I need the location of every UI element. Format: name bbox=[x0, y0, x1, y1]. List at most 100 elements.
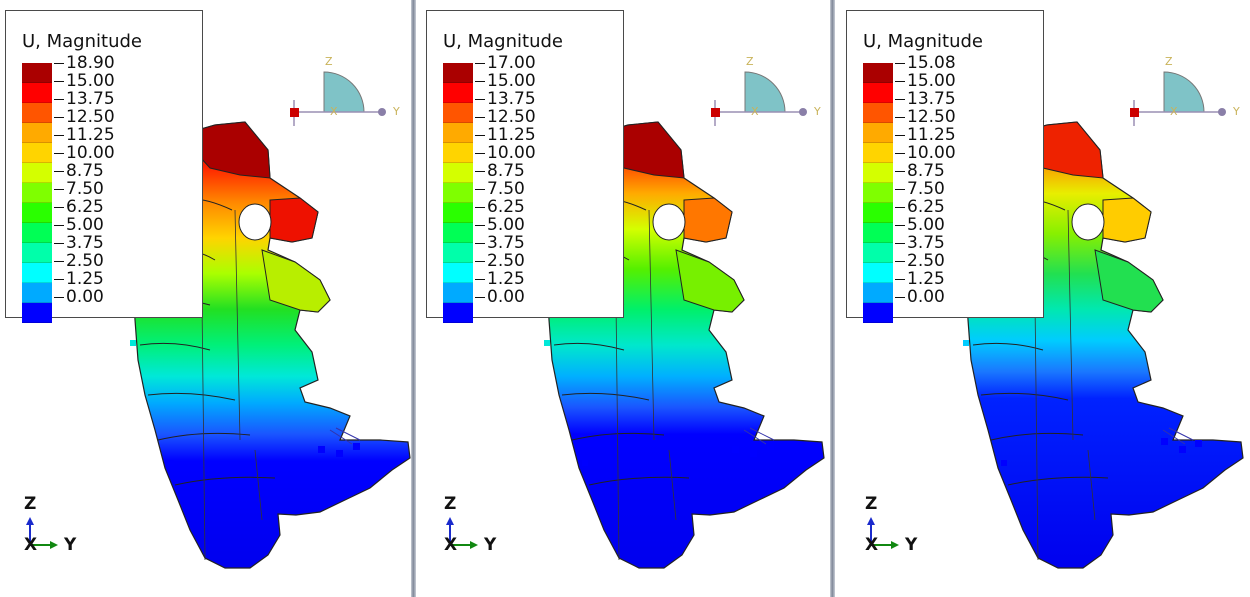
csys-y-label: Y bbox=[905, 535, 918, 555]
legend-color-bar bbox=[863, 63, 893, 323]
legend-value: 6.25 bbox=[895, 197, 945, 217]
legend-swatch bbox=[863, 303, 893, 323]
legend-2: U, Magnitude 17.00 15.00 13.75 bbox=[426, 10, 624, 323]
legend-swatch bbox=[22, 223, 52, 243]
legend-value: 11.25 bbox=[475, 125, 536, 145]
legend-swatch bbox=[443, 223, 473, 243]
legend-value: 2.50 bbox=[895, 251, 945, 271]
legend-swatch bbox=[863, 203, 893, 223]
legend-value: 8.75 bbox=[895, 161, 945, 181]
legend-swatch bbox=[863, 223, 893, 243]
csys-z-label: Z bbox=[865, 494, 878, 514]
csys-x-label: X bbox=[24, 535, 38, 555]
legend-swatch bbox=[22, 183, 52, 203]
viewport-divider[interactable] bbox=[411, 0, 416, 597]
legend-swatch bbox=[22, 163, 52, 183]
legend-swatch bbox=[443, 83, 473, 103]
legend-value: 7.50 bbox=[475, 179, 525, 199]
legend-swatch bbox=[22, 303, 52, 323]
legend-value: 6.25 bbox=[475, 197, 525, 217]
legend-value: 1.25 bbox=[475, 269, 525, 289]
legend-swatch bbox=[443, 183, 473, 203]
legend-swatch bbox=[863, 163, 893, 183]
legend-value: 12.50 bbox=[895, 107, 956, 127]
legend-3: U, Magnitude 15.08 15.00 13.75 bbox=[846, 10, 1044, 323]
legend-swatch bbox=[443, 203, 473, 223]
legend-value: 0.00 bbox=[54, 287, 104, 307]
legend-value: 6.25 bbox=[54, 197, 104, 217]
legend-value: 13.75 bbox=[54, 89, 115, 109]
legend-swatch bbox=[22, 263, 52, 283]
triad-z-label: Z bbox=[746, 55, 754, 68]
triad-x-label: X bbox=[1170, 105, 1178, 118]
viewport-3: U, Magnitude 15.08 15.00 13.75 bbox=[835, 0, 1250, 597]
legend-title: U, Magnitude bbox=[443, 31, 563, 52]
boundary-triad-icon bbox=[711, 71, 807, 126]
csys-x-label: X bbox=[865, 535, 879, 555]
legend-value: 1.25 bbox=[895, 269, 945, 289]
coordinate-axes-icon bbox=[867, 517, 899, 549]
legend-color-bar bbox=[22, 63, 52, 323]
legend-value: 15.08 bbox=[895, 53, 956, 73]
legend-value: 0.00 bbox=[895, 287, 945, 307]
legend-value: 1.25 bbox=[54, 269, 104, 289]
legend-swatch bbox=[863, 103, 893, 123]
legend-value: 5.00 bbox=[895, 215, 945, 235]
legend-value: 15.00 bbox=[475, 71, 536, 91]
legend-swatch bbox=[443, 283, 473, 303]
legend-value: 13.75 bbox=[475, 89, 536, 109]
legend-swatch bbox=[22, 203, 52, 223]
legend-swatch bbox=[863, 83, 893, 103]
legend-swatch bbox=[22, 243, 52, 263]
csys-z-label: Z bbox=[444, 494, 457, 514]
legend-value: 0.00 bbox=[475, 287, 525, 307]
legend-swatch bbox=[22, 143, 52, 163]
viewport-divider[interactable] bbox=[830, 0, 835, 597]
legend-swatch bbox=[443, 163, 473, 183]
legend-swatch bbox=[443, 303, 473, 323]
viewport-2: U, Magnitude 17.00 15.00 13.75 bbox=[416, 0, 830, 597]
legend-swatch bbox=[443, 103, 473, 123]
legend-swatch bbox=[22, 83, 52, 103]
legend-swatch bbox=[863, 143, 893, 163]
legend-swatch bbox=[443, 123, 473, 143]
legend-value: 10.00 bbox=[475, 143, 536, 163]
legend-value: 7.50 bbox=[895, 179, 945, 199]
triad-x-label: X bbox=[330, 105, 338, 118]
legend-swatch bbox=[443, 63, 473, 83]
legend-value: 2.50 bbox=[54, 251, 104, 271]
legend-swatch bbox=[22, 63, 52, 83]
triad-x-label: X bbox=[751, 105, 759, 118]
viewport-1: U, Magnitude 18.90 15.00 13.75 bbox=[0, 0, 411, 597]
legend-value: 10.00 bbox=[895, 143, 956, 163]
triad-z-label: Z bbox=[1165, 55, 1173, 68]
legend-swatch bbox=[443, 143, 473, 163]
legend-value: 11.25 bbox=[54, 125, 115, 145]
legend-swatch bbox=[863, 283, 893, 303]
coordinate-axes-icon bbox=[446, 517, 478, 549]
legend-title: U, Magnitude bbox=[22, 31, 142, 52]
triad-y-label: Y bbox=[1233, 105, 1240, 118]
legend-value: 12.50 bbox=[54, 107, 115, 127]
legend-value: 11.25 bbox=[895, 125, 956, 145]
legend-value: 3.75 bbox=[54, 233, 104, 253]
legend-swatch bbox=[863, 63, 893, 83]
triad-y-label: Y bbox=[814, 105, 821, 118]
triad-y-label: Y bbox=[393, 105, 400, 118]
legend-value: 18.90 bbox=[54, 53, 115, 73]
legend-swatch bbox=[863, 263, 893, 283]
legend-value: 3.75 bbox=[475, 233, 525, 253]
legend-value: 5.00 bbox=[475, 215, 525, 235]
legend-value: 3.75 bbox=[895, 233, 945, 253]
legend-title: U, Magnitude bbox=[863, 31, 983, 52]
legend-swatch bbox=[22, 283, 52, 303]
legend-color-bar bbox=[443, 63, 473, 323]
legend-value: 5.00 bbox=[54, 215, 104, 235]
legend-swatch bbox=[863, 183, 893, 203]
legend-swatch bbox=[863, 123, 893, 143]
boundary-triad-icon bbox=[1130, 71, 1226, 126]
legend-value: 8.75 bbox=[54, 161, 104, 181]
triad-z-label: Z bbox=[325, 55, 333, 68]
legend-value: 15.00 bbox=[54, 71, 115, 91]
